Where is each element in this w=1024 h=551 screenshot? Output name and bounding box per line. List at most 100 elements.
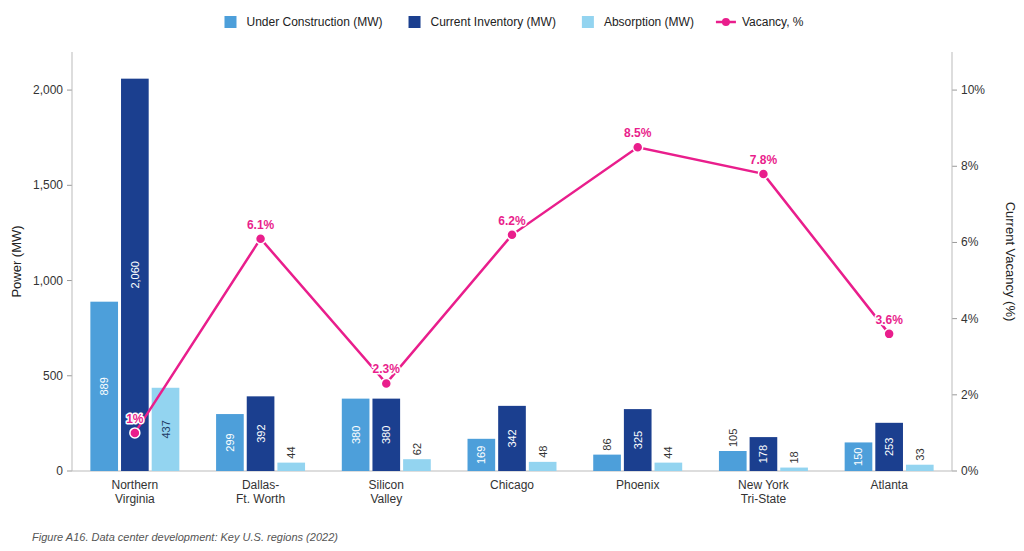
tick-mark [67, 280, 72, 281]
data-label: 169 [475, 446, 487, 464]
data-label: 380 [350, 426, 362, 444]
tick-mark [952, 471, 957, 472]
marker [633, 142, 643, 152]
line [135, 147, 889, 433]
x-tick-label: Chicago [490, 478, 534, 492]
data-label: 105 [727, 429, 739, 447]
data-label: 380 [380, 426, 392, 444]
bar [780, 468, 808, 471]
y-tick-label: 500 [43, 369, 63, 383]
data-label: 7.8% [750, 153, 778, 167]
legend-label: Vacancy, % [742, 15, 804, 29]
bar [342, 399, 370, 471]
y2-tick-label: 6% [961, 235, 979, 249]
x-tick-label: Phoenix [616, 478, 659, 492]
data-label: 8.5% [624, 126, 652, 140]
marker [758, 169, 768, 179]
tick-mark [952, 394, 957, 395]
data-label: 2,060 [129, 261, 141, 289]
data-label: 86 [601, 438, 613, 450]
data-label: 44 [662, 446, 674, 458]
legend-item: Absorption (MW) [582, 15, 694, 29]
axes: 05001,0001,5002,0000%2%4%6%8%10%Northern… [33, 52, 985, 506]
y2-axis-title: Current Vacancy (%) [1003, 202, 1018, 322]
bar [529, 462, 557, 471]
y-axis-line [72, 52, 73, 471]
caption: Figure A16. Data center development: Key… [32, 531, 338, 543]
bar [655, 463, 683, 471]
data-label: 62 [411, 443, 423, 455]
data-label: 889 [98, 377, 110, 395]
bar [468, 439, 496, 471]
legend-swatch [224, 16, 236, 28]
tick-mark [952, 166, 957, 167]
legend-label: Under Construction (MW) [246, 15, 382, 29]
plot-marks [90, 79, 933, 471]
legend-swatch [409, 16, 421, 28]
x-tick-line: Valley [370, 492, 402, 506]
legend-label: Current Inventory (MW) [431, 15, 556, 29]
data-labels: 889 299 380 169 86 105 150 2,060 392 380 342 325 178… [98, 126, 926, 466]
tick-mark [67, 90, 72, 91]
x-tick-line: Virginia [115, 492, 155, 506]
x-tick-line: New York [738, 478, 790, 492]
x-tick-line: Atlanta [870, 478, 908, 492]
y-tick-label: 2,000 [33, 83, 63, 97]
x-tick-label: SiliconValley [369, 478, 404, 506]
data-label: 437 [160, 420, 172, 438]
data-label: 325 [632, 431, 644, 449]
y2-tick-label: 2% [961, 388, 979, 402]
marker [256, 234, 266, 244]
bar [750, 437, 778, 471]
tick-mark [952, 90, 957, 91]
bar [875, 423, 903, 471]
marker [130, 428, 140, 438]
x-tick-label: New YorkTri-State [738, 478, 790, 506]
bar [121, 79, 149, 471]
data-label: 3.6% [875, 313, 903, 327]
bar [593, 455, 621, 471]
y2-tick-label: 8% [961, 159, 979, 173]
data-label: 299 [224, 433, 236, 451]
data-label: 253 [883, 438, 895, 456]
legend-item: Vacancy, % [716, 15, 804, 29]
y-axis-title: Power (MW) [9, 225, 24, 297]
data-label: 44 [285, 446, 297, 458]
tick-mark [67, 185, 72, 186]
data-label: 178 [757, 445, 769, 463]
y2-axis-line [952, 52, 953, 471]
data-label: 2.3% [373, 362, 401, 376]
legend-label: Absorption (MW) [604, 15, 694, 29]
y2-tick-label: 10% [961, 83, 985, 97]
x-tick-label: Dallas-Ft. Worth [236, 478, 285, 506]
legend-item: Under Construction (MW) [224, 15, 382, 29]
legend: Under Construction (MW) Current Inventory… [224, 15, 803, 29]
data-label: 342 [506, 429, 518, 447]
x-tick-label: Atlanta [870, 478, 908, 492]
tick-mark [67, 471, 72, 472]
data-label: 392 [255, 424, 267, 442]
bar [277, 463, 305, 471]
tick-mark [952, 242, 957, 243]
bar [372, 399, 400, 471]
x-tick-line: Phoenix [616, 478, 659, 492]
bar [906, 465, 934, 471]
marker [381, 378, 391, 388]
y-tick-label: 1,000 [33, 274, 63, 288]
bar [719, 451, 747, 471]
marker [884, 329, 894, 339]
x-tick-line: Tri-State [741, 492, 787, 506]
bar [247, 396, 275, 471]
chart: 05001,0001,5002,0000%2%4%6%8%10%Northern… [0, 0, 1024, 551]
bar [498, 406, 526, 471]
legend-swatch [582, 16, 594, 28]
data-label: 6.1% [247, 218, 275, 232]
x-tick-line: Silicon [369, 478, 404, 492]
bar [90, 302, 118, 471]
x-tick-line: Northern [112, 478, 159, 492]
y-tick-label: 0 [56, 464, 63, 478]
tick-mark [952, 318, 957, 319]
x-tick-line: Chicago [490, 478, 534, 492]
data-label: 48 [537, 446, 549, 458]
data-label: 150 [852, 448, 864, 466]
